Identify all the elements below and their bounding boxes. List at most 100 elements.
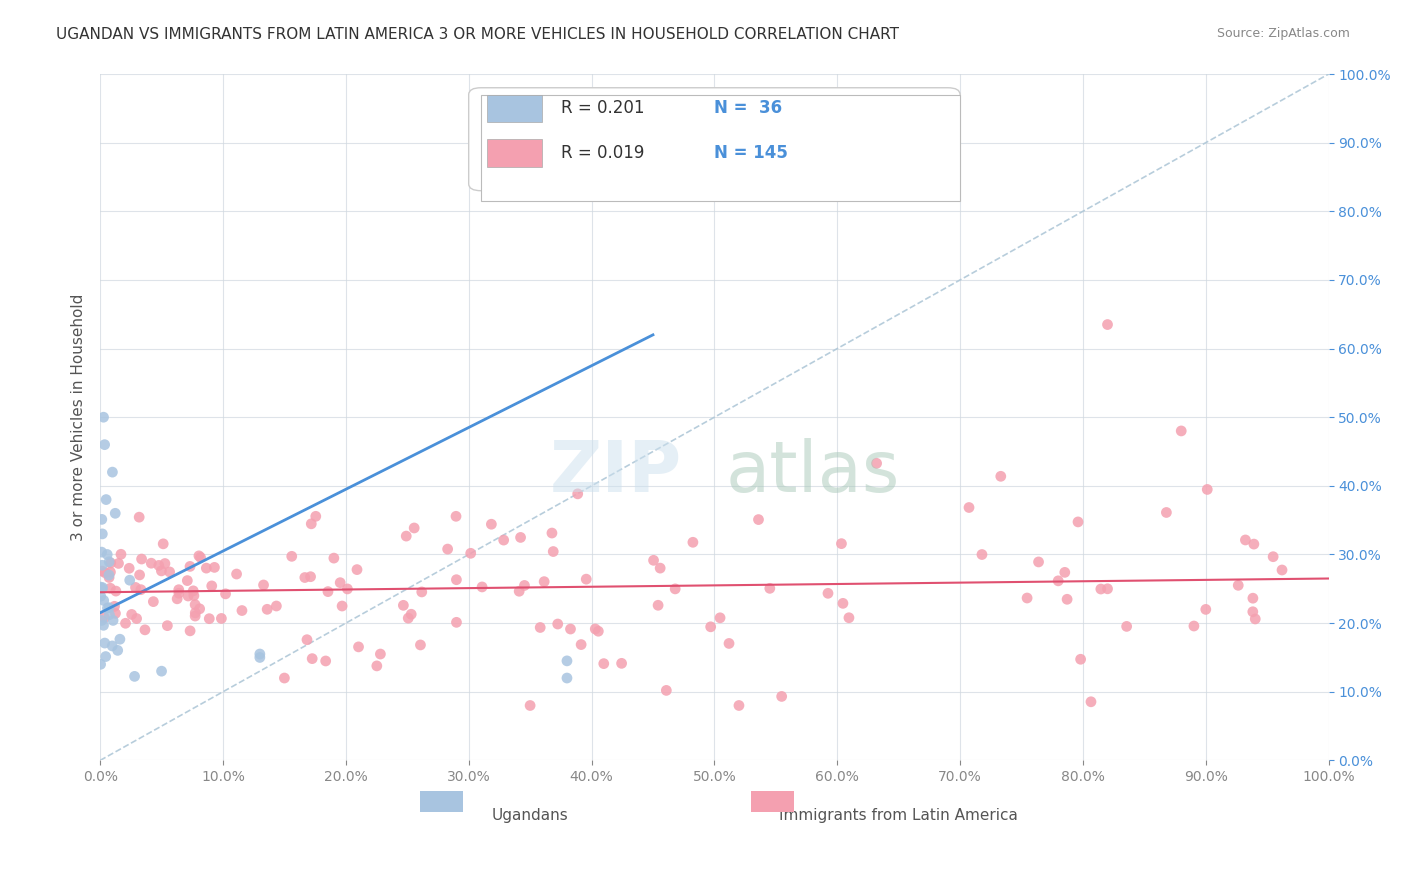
Point: [1017, 591, 1039, 605]
Point: [830, 536, 852, 550]
Point: [280, 549, 302, 564]
Point: [183, 589, 205, 603]
Point: [176, 574, 198, 588]
Point: [252, 578, 274, 592]
Point: [153, 557, 176, 571]
Point: [249, 647, 271, 661]
Point: [709, 611, 731, 625]
Point: [187, 549, 209, 563]
Point: [436, 542, 458, 557]
Point: [94, 566, 117, 580]
Point: [728, 698, 751, 713]
Point: [91, 581, 114, 595]
Point: [567, 487, 589, 501]
Point: [150, 664, 173, 678]
FancyBboxPatch shape: [486, 95, 543, 122]
Point: [107, 643, 129, 657]
Point: [610, 657, 633, 671]
Point: [547, 617, 569, 632]
Point: [747, 512, 769, 526]
Point: [1067, 515, 1090, 529]
Point: [118, 573, 141, 587]
Point: [91, 564, 114, 578]
Point: [131, 552, 153, 566]
Point: [655, 683, 678, 698]
Point: [124, 581, 146, 595]
Text: Ugandans: Ugandans: [492, 808, 568, 823]
Point: [1243, 537, 1265, 551]
Point: [188, 602, 211, 616]
Point: [957, 500, 980, 515]
Point: [204, 560, 226, 574]
Point: [1053, 566, 1076, 580]
Point: [718, 636, 741, 650]
Point: [167, 582, 190, 597]
Point: [838, 611, 860, 625]
FancyBboxPatch shape: [486, 139, 543, 167]
Text: Immigrants from Latin America: Immigrants from Latin America: [779, 808, 1018, 823]
Point: [190, 550, 212, 565]
Point: [198, 612, 221, 626]
Point: [93, 593, 115, 607]
Point: [1080, 695, 1102, 709]
Point: [134, 623, 156, 637]
Point: [396, 611, 419, 625]
Point: [404, 521, 426, 535]
Point: [541, 526, 564, 541]
Point: [94, 492, 117, 507]
Point: [148, 558, 170, 573]
Point: [1182, 619, 1205, 633]
Point: [1227, 578, 1250, 592]
Point: [336, 582, 359, 596]
Point: [295, 632, 318, 647]
Text: N =  36: N = 36: [714, 99, 783, 118]
Point: [1170, 424, 1192, 438]
Point: [588, 624, 610, 639]
Point: [315, 654, 337, 668]
Point: [1271, 563, 1294, 577]
Point: [101, 465, 124, 479]
Point: [330, 599, 353, 613]
Point: [1070, 652, 1092, 666]
Point: [529, 620, 551, 634]
Text: UGANDAN VS IMMIGRANTS FROM LATIN AMERICA 3 OR MORE VEHICLES IN HOUSEHOLD CORRELA: UGANDAN VS IMMIGRANTS FROM LATIN AMERICA…: [56, 27, 900, 42]
Point: [1028, 555, 1050, 569]
Point: [347, 640, 370, 654]
Point: [96, 548, 118, 562]
Point: [664, 582, 686, 596]
Point: [97, 568, 120, 582]
Point: [177, 589, 200, 603]
Point: [513, 578, 536, 592]
Point: [990, 469, 1012, 483]
Point: [1056, 592, 1078, 607]
Point: [592, 657, 614, 671]
Point: [256, 602, 278, 616]
Text: atlas: atlas: [725, 438, 900, 507]
Point: [214, 587, 236, 601]
Point: [471, 580, 494, 594]
Point: [865, 456, 887, 470]
Point: [129, 582, 152, 597]
Point: [1241, 605, 1264, 619]
Point: [156, 618, 179, 632]
Point: [322, 551, 344, 566]
Point: [90, 657, 112, 672]
Point: [395, 529, 418, 543]
Point: [509, 530, 531, 544]
Point: [294, 570, 316, 584]
Point: [93, 610, 115, 624]
Point: [444, 509, 467, 524]
Point: [555, 654, 578, 668]
Point: [90, 589, 112, 603]
Point: [446, 573, 468, 587]
Point: [225, 567, 247, 582]
Point: [100, 556, 122, 570]
Point: [91, 582, 114, 596]
Point: [107, 557, 129, 571]
Point: [299, 516, 322, 531]
Point: [492, 533, 515, 547]
Point: [759, 582, 782, 596]
Point: [152, 537, 174, 551]
Point: [1090, 582, 1112, 596]
Point: [1197, 483, 1219, 497]
